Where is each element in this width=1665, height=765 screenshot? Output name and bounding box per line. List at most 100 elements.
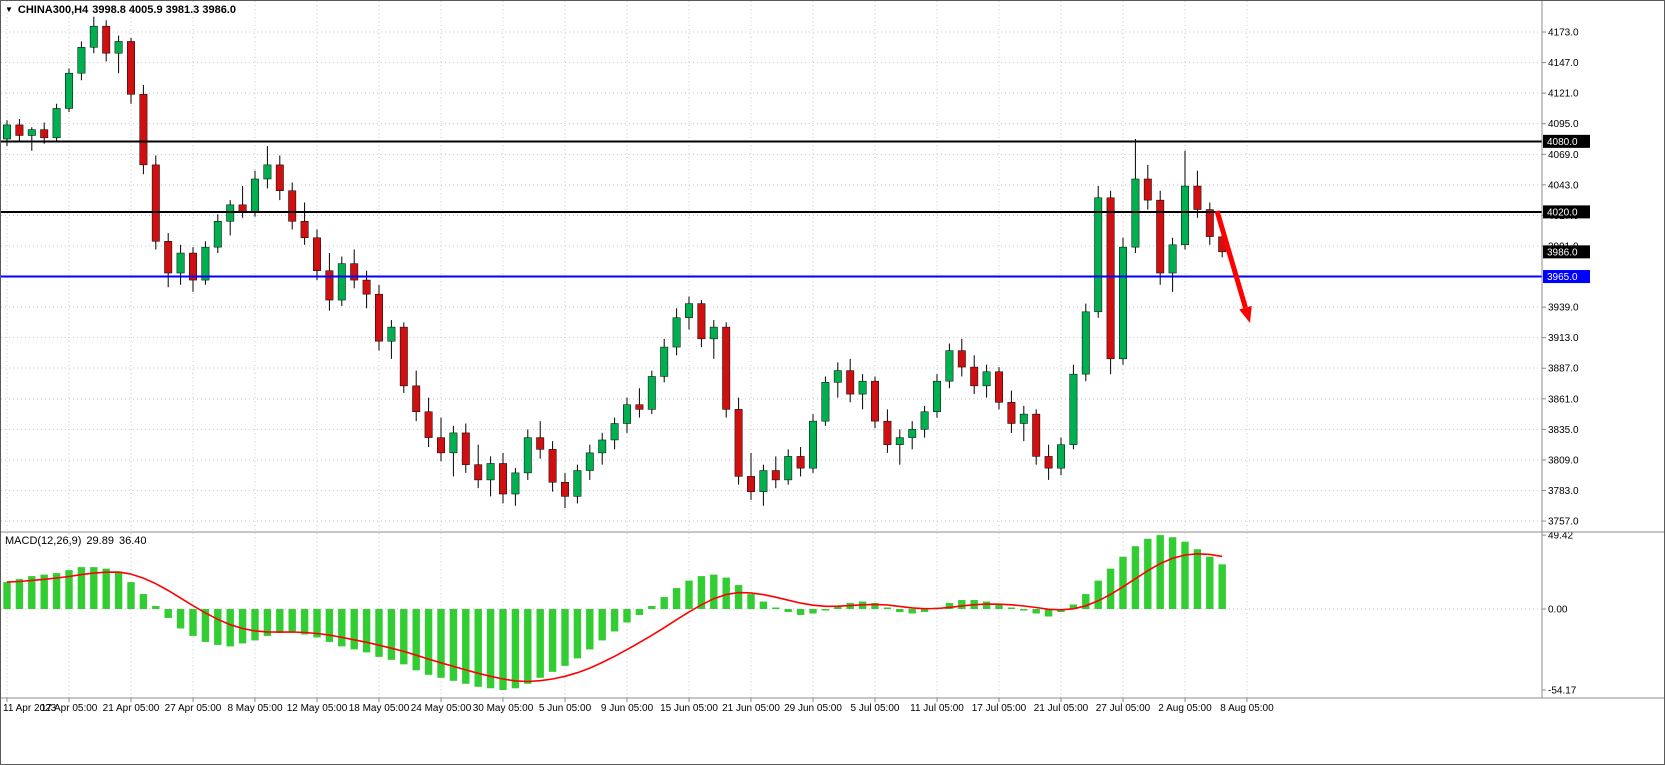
- candle: [957, 338, 966, 377]
- macd-bar: [189, 609, 197, 636]
- candle: [548, 441, 557, 492]
- macd-bar: [226, 609, 234, 647]
- candle: [561, 472, 569, 509]
- date-label: 27 Jul 05:00: [1096, 703, 1151, 714]
- macd-bar: [238, 609, 247, 644]
- macd-bar: [350, 609, 358, 650]
- candle: [89, 16, 98, 54]
- trend-arrow[interactable]: [1214, 210, 1252, 323]
- macd-bar: [982, 601, 991, 610]
- macd-bar: [672, 588, 681, 610]
- macd-bar: [1007, 607, 1016, 610]
- macd-bar: [288, 609, 296, 632]
- candle: [573, 464, 582, 504]
- macd-bar: [152, 606, 160, 610]
- candle: [486, 456, 495, 497]
- macd-bar: [1193, 549, 1202, 610]
- candle: [461, 423, 470, 473]
- macd-bar: [114, 571, 123, 610]
- candle: [275, 155, 284, 201]
- candle: [1081, 303, 1090, 382]
- macd-signal-line: [6, 552, 1223, 683]
- macd-tick-label: -54.17: [1548, 686, 1577, 697]
- macd-bar: [995, 604, 1003, 610]
- price-tick-label: 4147.0: [1548, 58, 1579, 69]
- macd-bar: [586, 609, 594, 650]
- candle: [623, 397, 631, 433]
- macd-bar: [734, 585, 743, 610]
- candle: [1094, 186, 1103, 318]
- macd-bar: [871, 603, 879, 610]
- candle: [945, 343, 954, 389]
- date-label: 9 Jun 05:00: [601, 703, 654, 714]
- macd-bar: [573, 609, 582, 659]
- candle: [1119, 237, 1127, 365]
- macd-bar: [784, 609, 792, 613]
- candle: [511, 468, 520, 506]
- candle: [102, 20, 111, 62]
- candle: [647, 370, 656, 415]
- candle: [474, 444, 483, 489]
- macd-bar: [77, 567, 86, 610]
- levels-layer: [1, 140, 1542, 278]
- candle: [610, 417, 619, 450]
- date-label: 21 Jul 05:00: [1034, 703, 1089, 714]
- macd-bar: [524, 609, 532, 684]
- candle: [1007, 390, 1016, 433]
- candle: [1156, 190, 1165, 285]
- macd-bar: [1032, 609, 1040, 614]
- price-tag[interactable]: 4020.0: [1543, 205, 1590, 219]
- candle: [685, 296, 693, 330]
- macd-bar: [214, 609, 222, 645]
- price-tick-label: 3835.0: [1548, 425, 1579, 436]
- svg-text:4020.0: 4020.0: [1547, 207, 1578, 218]
- price-tag[interactable]: 3986.0: [1543, 245, 1590, 259]
- grid-layer: [1, 1, 1542, 698]
- candle: [585, 444, 594, 480]
- annotations-layer: [1214, 210, 1252, 323]
- date-label: 8 Aug 05:00: [1220, 703, 1274, 714]
- macd-bar: [635, 609, 644, 615]
- candle: [27, 127, 36, 151]
- date-label: 5 Jul 05:00: [851, 703, 900, 714]
- price-tick-label: 3783.0: [1548, 486, 1579, 497]
- candle: [139, 84, 148, 175]
- macd-main-value: 29.89: [86, 535, 114, 547]
- macd-bar: [1020, 609, 1028, 611]
- candle: [263, 146, 272, 189]
- macd-bar: [201, 609, 210, 642]
- macd-bar: [263, 609, 272, 636]
- candle: [52, 103, 61, 142]
- candle: [871, 376, 879, 429]
- macd-bar: [176, 609, 185, 629]
- macd-bar: [1206, 556, 1214, 610]
- price-tick-label: 3887.0: [1548, 364, 1579, 375]
- candle: [1106, 190, 1115, 375]
- macd-bar: [251, 609, 259, 641]
- macd-bar: [127, 582, 135, 610]
- candles-layer: [3, 16, 1227, 509]
- candle: [40, 122, 49, 144]
- macd-bar: [809, 609, 817, 614]
- symbol-dropdown-icon[interactable]: ▼: [5, 5, 13, 14]
- macd-bar: [623, 609, 631, 623]
- candle: [635, 388, 644, 418]
- price-tag[interactable]: 4080.0: [1543, 134, 1590, 148]
- candle: [796, 447, 805, 477]
- candle: [970, 355, 979, 395]
- macd-bar: [3, 582, 11, 610]
- candle: [1143, 164, 1152, 210]
- macd-bar: [920, 609, 929, 613]
- candle: [127, 37, 135, 104]
- candle: [226, 200, 235, 236]
- candle: [176, 244, 185, 285]
- candle: [908, 421, 917, 450]
- macd-bar: [1156, 535, 1164, 610]
- macd-bar: [747, 594, 755, 610]
- macd-bar: [759, 601, 768, 610]
- price-tick-label: 3809.0: [1548, 455, 1579, 466]
- candle: [65, 68, 73, 112]
- price-tag[interactable]: 3965.0: [1543, 270, 1590, 284]
- candle: [709, 320, 718, 359]
